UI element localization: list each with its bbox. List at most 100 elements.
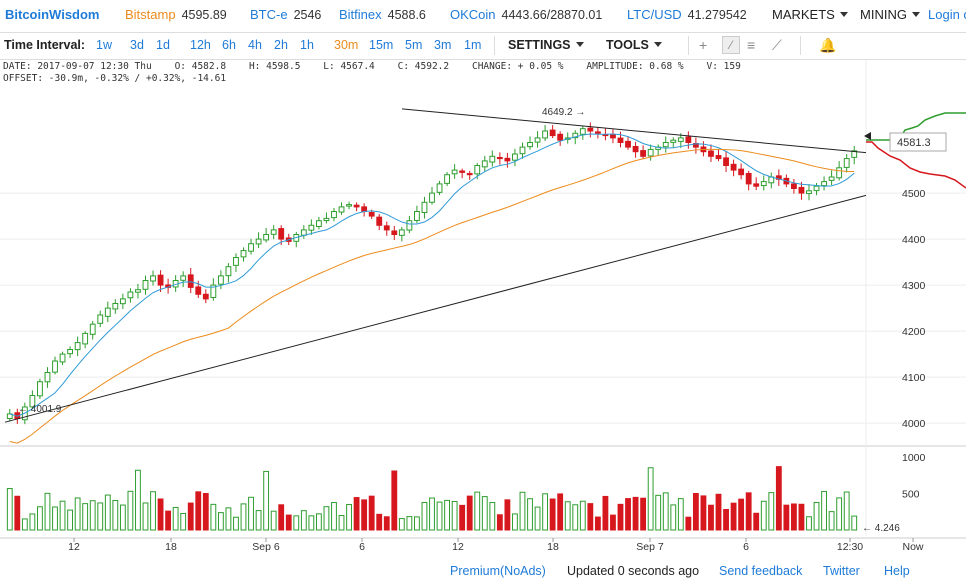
crosshair-tool-icon[interactable]: + — [699, 37, 708, 53]
exchange-name: LTC/USD — [627, 7, 682, 22]
price-tick-label: 4000 — [902, 418, 926, 430]
candle-body — [813, 185, 820, 192]
candle-body — [52, 360, 58, 373]
volume-bar — [466, 495, 473, 531]
volume-bar — [489, 502, 496, 531]
interval-5m[interactable]: 5m — [405, 38, 423, 52]
candle-body — [278, 228, 285, 240]
exchange-ltcusd[interactable]: LTC/USD 41.279542 — [627, 7, 747, 22]
time-tick-label: 12 — [68, 541, 80, 553]
exchange-okcoin[interactable]: OKCoin 4443.66/28870.01 — [450, 7, 602, 22]
volume-bar — [534, 506, 541, 531]
interval-3d[interactable]: 3d — [130, 38, 144, 52]
alert-bell-icon[interactable]: 🔔 — [819, 37, 837, 53]
volume-bar — [444, 499, 450, 531]
volume-bar — [398, 518, 405, 531]
volume-bar — [828, 511, 835, 531]
login-link[interactable]: Login or — [928, 7, 966, 22]
volume-bar — [44, 492, 51, 531]
settings-menu[interactable]: SETTINGS — [508, 38, 584, 52]
candle-body — [828, 176, 835, 181]
candle-body — [263, 234, 270, 241]
interval-1w[interactable]: 1w — [96, 38, 112, 52]
exchange-bitstamp[interactable]: Bitstamp 4595.89 — [125, 7, 227, 22]
candle-body — [233, 257, 239, 266]
horizontal-lines-tool-icon[interactable]: ≡ — [747, 37, 756, 53]
candle-body — [572, 132, 579, 139]
line-tool-icon[interactable]: ⁄ — [722, 36, 740, 54]
volume-bar — [692, 492, 699, 531]
volume-bar — [202, 493, 209, 531]
markets-menu[interactable]: MARKETS — [772, 7, 848, 22]
volume-bar — [119, 504, 126, 531]
volume-bar — [783, 504, 790, 531]
candle-body — [44, 372, 51, 383]
candle-info-line1: DATE: 2017-09-07 12:30 Thu O: 4582.8 H: … — [3, 61, 741, 72]
price-tick-label: 4200 — [902, 326, 926, 338]
volume-bar — [180, 512, 187, 531]
candle-body — [315, 220, 322, 227]
candle-body — [459, 170, 466, 173]
volume-bar — [172, 506, 179, 531]
interval-1d[interactable]: 1d — [156, 38, 170, 52]
candle-body — [338, 206, 345, 213]
volume-bar — [21, 518, 28, 531]
interval-3m[interactable]: 3m — [434, 38, 452, 52]
time-tick-label: Now — [902, 541, 923, 553]
time-tick-label: 18 — [547, 541, 559, 553]
chevron-down-icon — [575, 42, 584, 47]
candle-body — [202, 293, 209, 300]
candle-body — [195, 286, 202, 295]
interval-4h[interactable]: 4h — [248, 38, 262, 52]
candle-body — [429, 192, 435, 203]
volume-bar — [700, 495, 707, 531]
volume-bar — [255, 510, 262, 531]
interval-1m[interactable]: 1m — [464, 38, 482, 52]
premium-link[interactable]: Premium(NoAds) — [450, 564, 546, 578]
volume-bar — [436, 501, 443, 531]
candle-body — [59, 353, 66, 363]
volume-bar — [610, 514, 616, 531]
chart-axes: 4000 4100 4200 4300 4400 4500 500 1000 12 18 Sep 6… — [68, 188, 925, 553]
volume-bar — [602, 495, 609, 531]
volume-bar — [542, 493, 549, 531]
candle-body — [557, 133, 564, 141]
chevron-down-icon — [911, 12, 920, 17]
volume-bar — [625, 498, 631, 531]
volume-bar — [670, 504, 677, 531]
volume-bar — [157, 498, 164, 531]
candle-body — [451, 169, 458, 175]
volume-bar — [248, 496, 254, 531]
candle-info-line2: OFFSET: -30.9m, -0.32% / +0.32%, -14.61 — [3, 73, 227, 84]
candle-body — [466, 173, 473, 176]
candle-body — [74, 342, 81, 351]
candle-info: DATE: 2017-09-07 12:30 Thu O: 4582.8 H: … — [3, 61, 741, 85]
interval-12h[interactable]: 12h — [190, 38, 211, 52]
brand-logo[interactable]: BitcoinWisdom — [5, 7, 100, 22]
volume-bar — [662, 492, 669, 531]
interval-1h[interactable]: 1h — [300, 38, 314, 52]
volume-bar — [519, 491, 526, 531]
interval-2h[interactable]: 2h — [274, 38, 288, 52]
fan-tool-icon[interactable]: ⟋ — [772, 37, 782, 53]
volume-bar — [594, 516, 601, 531]
twitter-link[interactable]: Twitter — [823, 564, 860, 578]
interval-30m[interactable]: 30m — [334, 38, 359, 52]
footer: Premium(NoAds) Updated 0 seconds ago Sen… — [0, 560, 966, 587]
volume-bar — [806, 516, 812, 531]
exchange-price: 4588.6 — [387, 8, 426, 22]
mining-menu[interactable]: MINING — [860, 7, 920, 22]
interval-15m[interactable]: 15m — [369, 38, 394, 52]
exchange-price: 4595.89 — [181, 8, 227, 22]
volume-bar — [6, 488, 13, 531]
tools-menu[interactable]: TOOLS — [606, 38, 662, 52]
volume-bar — [59, 500, 66, 531]
exchange-bitfinex[interactable]: Bitfinex 4588.6 — [339, 7, 426, 22]
help-link[interactable]: Help — [884, 564, 910, 578]
interval-6h[interactable]: 6h — [222, 38, 236, 52]
volume-bar — [97, 502, 104, 531]
volume-bar — [421, 501, 428, 531]
send-feedback-link[interactable]: Send feedback — [719, 564, 803, 578]
exchange-btce[interactable]: BTC-e 2546 — [250, 7, 321, 22]
price-chart[interactable]: 4000 4100 4200 4300 4400 4500 500 1000 12 18 Sep 6… — [0, 60, 966, 560]
